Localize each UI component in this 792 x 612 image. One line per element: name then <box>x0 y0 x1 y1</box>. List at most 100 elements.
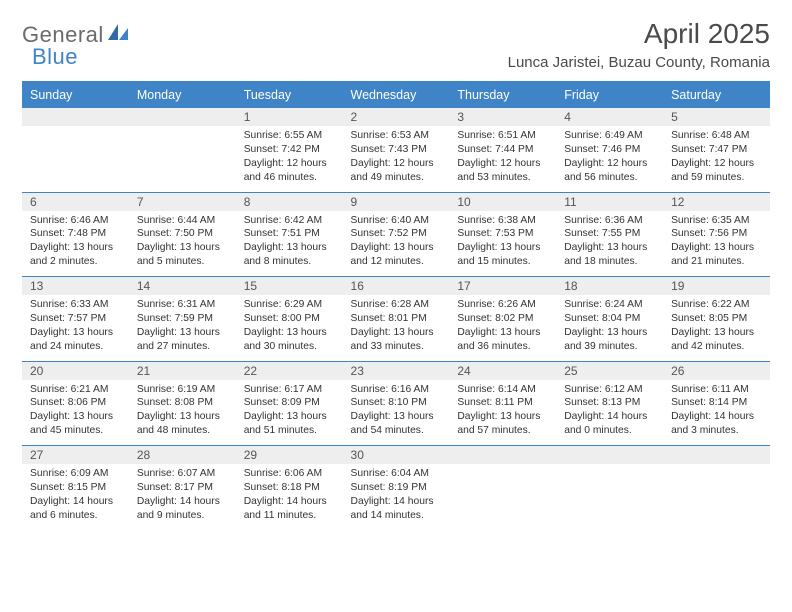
month-title: April 2025 <box>508 18 770 50</box>
sunrise-text: Sunrise: 6:46 AM <box>30 214 121 228</box>
weekday-header: Wednesday <box>343 82 450 108</box>
daylight-text: Daylight: 13 hours and 36 minutes. <box>457 326 548 354</box>
daylight-text: Daylight: 13 hours and 42 minutes. <box>671 326 762 354</box>
sunset-text: Sunset: 7:51 PM <box>244 227 335 241</box>
sunset-text: Sunset: 8:01 PM <box>351 312 442 326</box>
daynum-row: 27282930 <box>22 446 770 465</box>
day-content-cell: Sunrise: 6:06 AMSunset: 8:18 PMDaylight:… <box>236 464 343 530</box>
sunset-text: Sunset: 8:05 PM <box>671 312 762 326</box>
daylight-text: Daylight: 13 hours and 15 minutes. <box>457 241 548 269</box>
sunset-text: Sunset: 8:10 PM <box>351 396 442 410</box>
day-content-cell: Sunrise: 6:19 AMSunset: 8:08 PMDaylight:… <box>129 380 236 446</box>
sunrise-text: Sunrise: 6:31 AM <box>137 298 228 312</box>
sunset-text: Sunset: 8:04 PM <box>564 312 655 326</box>
sunset-text: Sunset: 7:44 PM <box>457 143 548 157</box>
day-content-cell: Sunrise: 6:49 AMSunset: 7:46 PMDaylight:… <box>556 126 663 192</box>
daylight-text: Daylight: 13 hours and 8 minutes. <box>244 241 335 269</box>
day-content-cell: Sunrise: 6:26 AMSunset: 8:02 PMDaylight:… <box>449 295 556 361</box>
sunset-text: Sunset: 8:09 PM <box>244 396 335 410</box>
sunset-text: Sunset: 7:46 PM <box>564 143 655 157</box>
sunrise-text: Sunrise: 6:38 AM <box>457 214 548 228</box>
day-number-cell: 3 <box>449 108 556 127</box>
daylight-text: Daylight: 12 hours and 56 minutes. <box>564 157 655 185</box>
day-number-cell <box>129 108 236 127</box>
day-number-cell: 9 <box>343 192 450 211</box>
day-number-cell: 5 <box>663 108 770 127</box>
day-content-cell: Sunrise: 6:28 AMSunset: 8:01 PMDaylight:… <box>343 295 450 361</box>
daynum-row: 13141516171819 <box>22 277 770 296</box>
sunset-text: Sunset: 8:11 PM <box>457 396 548 410</box>
sunrise-text: Sunrise: 6:55 AM <box>244 129 335 143</box>
sunrise-text: Sunrise: 6:42 AM <box>244 214 335 228</box>
daylight-text: Daylight: 13 hours and 30 minutes. <box>244 326 335 354</box>
weekday-header-row: Sunday Monday Tuesday Wednesday Thursday… <box>22 82 770 108</box>
daylight-text: Daylight: 13 hours and 12 minutes. <box>351 241 442 269</box>
sunrise-text: Sunrise: 6:21 AM <box>30 383 121 397</box>
day-content-cell: Sunrise: 6:51 AMSunset: 7:44 PMDaylight:… <box>449 126 556 192</box>
daylight-text: Daylight: 12 hours and 46 minutes. <box>244 157 335 185</box>
sunset-text: Sunset: 8:18 PM <box>244 481 335 495</box>
day-content-cell: Sunrise: 6:44 AMSunset: 7:50 PMDaylight:… <box>129 211 236 277</box>
sunrise-text: Sunrise: 6:12 AM <box>564 383 655 397</box>
sunset-text: Sunset: 7:56 PM <box>671 227 762 241</box>
day-content-cell: Sunrise: 6:17 AMSunset: 8:09 PMDaylight:… <box>236 380 343 446</box>
sunset-text: Sunset: 8:17 PM <box>137 481 228 495</box>
day-content-cell: Sunrise: 6:04 AMSunset: 8:19 PMDaylight:… <box>343 464 450 530</box>
title-block: April 2025 Lunca Jaristei, Buzau County,… <box>508 18 770 71</box>
daylight-text: Daylight: 13 hours and 48 minutes. <box>137 410 228 438</box>
day-number-cell: 8 <box>236 192 343 211</box>
daynum-row: 12345 <box>22 108 770 127</box>
sunset-text: Sunset: 7:42 PM <box>244 143 335 157</box>
day-number-cell <box>663 446 770 465</box>
day-content-cell: Sunrise: 6:53 AMSunset: 7:43 PMDaylight:… <box>343 126 450 192</box>
weekday-header: Saturday <box>663 82 770 108</box>
sunrise-text: Sunrise: 6:48 AM <box>671 129 762 143</box>
day-content-cell: Sunrise: 6:31 AMSunset: 7:59 PMDaylight:… <box>129 295 236 361</box>
day-number-cell: 17 <box>449 277 556 296</box>
sunrise-text: Sunrise: 6:09 AM <box>30 467 121 481</box>
day-number-cell: 2 <box>343 108 450 127</box>
day-content-cell <box>129 126 236 192</box>
sunrise-text: Sunrise: 6:22 AM <box>671 298 762 312</box>
day-content-cell: Sunrise: 6:11 AMSunset: 8:14 PMDaylight:… <box>663 380 770 446</box>
day-number-cell <box>22 108 129 127</box>
day-number-cell: 24 <box>449 361 556 380</box>
content-row: Sunrise: 6:46 AMSunset: 7:48 PMDaylight:… <box>22 211 770 277</box>
sunset-text: Sunset: 7:48 PM <box>30 227 121 241</box>
sunrise-text: Sunrise: 6:44 AM <box>137 214 228 228</box>
day-content-cell: Sunrise: 6:38 AMSunset: 7:53 PMDaylight:… <box>449 211 556 277</box>
sunrise-text: Sunrise: 6:11 AM <box>671 383 762 397</box>
calendar-table: Sunday Monday Tuesday Wednesday Thursday… <box>22 81 770 530</box>
daylight-text: Daylight: 13 hours and 18 minutes. <box>564 241 655 269</box>
daylight-text: Daylight: 14 hours and 11 minutes. <box>244 495 335 523</box>
sunset-text: Sunset: 7:52 PM <box>351 227 442 241</box>
content-row: Sunrise: 6:55 AMSunset: 7:42 PMDaylight:… <box>22 126 770 192</box>
sunrise-text: Sunrise: 6:36 AM <box>564 214 655 228</box>
sunset-text: Sunset: 7:57 PM <box>30 312 121 326</box>
day-content-cell: Sunrise: 6:36 AMSunset: 7:55 PMDaylight:… <box>556 211 663 277</box>
sunrise-text: Sunrise: 6:24 AM <box>564 298 655 312</box>
day-number-cell: 4 <box>556 108 663 127</box>
daylight-text: Daylight: 13 hours and 33 minutes. <box>351 326 442 354</box>
sunrise-text: Sunrise: 6:26 AM <box>457 298 548 312</box>
sunrise-text: Sunrise: 6:19 AM <box>137 383 228 397</box>
sunset-text: Sunset: 7:59 PM <box>137 312 228 326</box>
sunset-text: Sunset: 8:02 PM <box>457 312 548 326</box>
weekday-header: Tuesday <box>236 82 343 108</box>
sunrise-text: Sunrise: 6:16 AM <box>351 383 442 397</box>
day-content-cell: Sunrise: 6:22 AMSunset: 8:05 PMDaylight:… <box>663 295 770 361</box>
location-text: Lunca Jaristei, Buzau County, Romania <box>508 54 770 71</box>
brand-text-2: Blue <box>32 44 78 69</box>
daylight-text: Daylight: 13 hours and 2 minutes. <box>30 241 121 269</box>
day-number-cell: 18 <box>556 277 663 296</box>
day-number-cell: 27 <box>22 446 129 465</box>
sunset-text: Sunset: 8:00 PM <box>244 312 335 326</box>
weekday-header: Monday <box>129 82 236 108</box>
day-number-cell: 11 <box>556 192 663 211</box>
sunrise-text: Sunrise: 6:33 AM <box>30 298 121 312</box>
daylight-text: Daylight: 13 hours and 21 minutes. <box>671 241 762 269</box>
day-number-cell: 16 <box>343 277 450 296</box>
sunrise-text: Sunrise: 6:53 AM <box>351 129 442 143</box>
daylight-text: Daylight: 13 hours and 27 minutes. <box>137 326 228 354</box>
daylight-text: Daylight: 13 hours and 57 minutes. <box>457 410 548 438</box>
